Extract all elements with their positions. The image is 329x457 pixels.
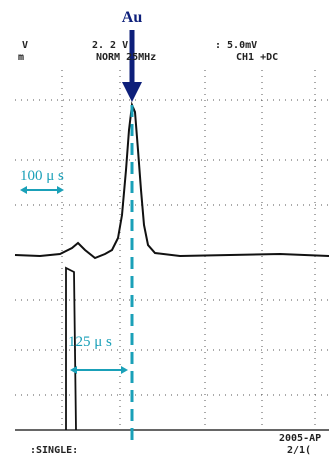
date: 2005-AP xyxy=(279,433,321,444)
interval-label: 125 μ s xyxy=(68,334,112,350)
voltage: 2. 2 V xyxy=(92,40,128,51)
page: 2/1( xyxy=(287,445,311,456)
sensitivity: : 5.0mV xyxy=(215,40,257,51)
coupling: CH1 +DC xyxy=(236,52,278,63)
scope-screenshot: Au 100 μ s 125 μ s V m 2. 2 V NORM 25MHz… xyxy=(0,0,329,457)
peak-label: Au xyxy=(122,9,143,26)
background xyxy=(0,0,329,457)
channel-scale: V xyxy=(22,40,28,51)
interval-label: 100 μ s xyxy=(20,168,64,184)
mode: :SINGLE: xyxy=(30,445,78,456)
bandwidth: NORM 25MHz xyxy=(96,52,156,63)
channel-unit: m xyxy=(18,52,24,63)
